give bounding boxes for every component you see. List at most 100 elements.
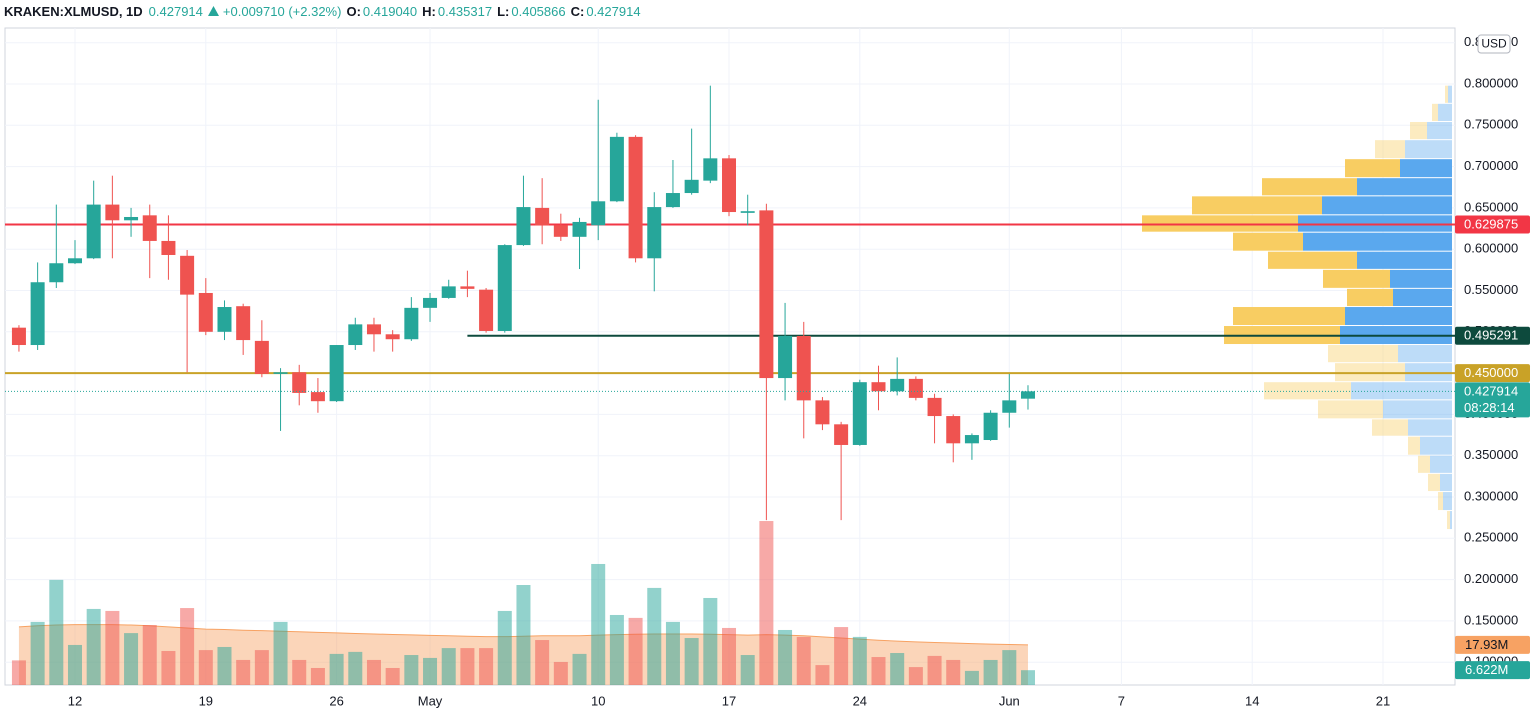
close-label: C: <box>570 3 585 19</box>
volume-bar <box>198 650 213 685</box>
profile-down-bar <box>1418 455 1430 473</box>
profile-up-bar <box>1448 85 1452 103</box>
volume-bar <box>86 608 101 685</box>
volume-bar <box>273 621 288 685</box>
volume-bar <box>497 610 512 685</box>
profile-down-bar <box>1318 400 1383 419</box>
candle-body <box>30 282 45 346</box>
x-tick-label: 14 <box>1245 693 1259 708</box>
volume-ma-badge <box>1455 635 1530 654</box>
last-price-label: 0.427914 <box>1464 383 1518 398</box>
candle-body <box>385 334 400 340</box>
profile-down-bar <box>1345 159 1400 178</box>
volume-bar <box>404 655 419 685</box>
volume-bar <box>890 653 905 685</box>
volume-bar <box>665 621 680 685</box>
candle-body <box>759 210 774 379</box>
candle-body <box>553 225 568 237</box>
change: +0.009710 (+2.32%) <box>222 3 342 19</box>
candle-body <box>11 327 26 346</box>
profile-down-bar <box>1323 269 1390 288</box>
volume-ma-label: 17.93M <box>1465 637 1508 652</box>
y-tick-label: 0.750000 <box>1464 117 1518 132</box>
candle-body <box>964 435 979 444</box>
y-tick-label: 0.200000 <box>1464 571 1518 586</box>
y-tick-label: 0.700000 <box>1464 158 1518 173</box>
candle-body <box>142 215 157 241</box>
volume-bar <box>180 608 195 685</box>
candle-body <box>441 286 456 298</box>
candle-body <box>180 255 195 295</box>
x-tick-label: 10 <box>591 693 605 708</box>
volume-bar <box>722 627 737 685</box>
candle-body <box>105 204 120 221</box>
volume-bar <box>1002 650 1017 685</box>
price-level-badge <box>1455 215 1530 234</box>
volume-bar <box>983 659 998 685</box>
volume-bar <box>647 587 662 685</box>
candle-body <box>516 207 531 246</box>
x-tick-label: 19 <box>199 693 213 708</box>
candle-body <box>983 412 998 441</box>
candle-body <box>497 245 512 331</box>
profile-up-bar <box>1322 196 1452 215</box>
volume-bar <box>759 521 774 685</box>
volume-bar <box>310 667 325 685</box>
candle-body <box>703 158 718 181</box>
profile-up-bar <box>1383 400 1452 419</box>
profile-down-bar <box>1428 473 1440 492</box>
volume-bar <box>348 651 363 685</box>
volume-bar <box>908 667 923 685</box>
profile-up-bar <box>1357 178 1452 196</box>
profile-up-bar <box>1303 232 1452 251</box>
profile-down-bar <box>1192 196 1322 215</box>
low-value: 0.405866 <box>511 3 566 19</box>
open-label: O: <box>346 3 361 19</box>
volume-bar <box>460 648 475 685</box>
volume-bar <box>553 661 568 685</box>
x-tick-label: 17 <box>722 693 736 708</box>
y-tick-label: 0.350000 <box>1464 447 1518 462</box>
volume-bar <box>871 657 886 685</box>
plot <box>5 28 1455 685</box>
y-tick-label: 0.650000 <box>1464 199 1518 214</box>
profile-up-bar <box>1398 345 1452 363</box>
x-tick-label: May <box>418 693 443 708</box>
x-tick-label: 12 <box>68 693 82 708</box>
usd-badge <box>1477 34 1511 54</box>
profile-down-bar <box>1375 140 1405 159</box>
profile-down-bar <box>1410 121 1427 140</box>
candle-body <box>124 216 139 221</box>
y-tick-label: 0.600000 <box>1464 241 1518 256</box>
symbol: KRAKEN:XLMUSD, 1D <box>4 3 143 19</box>
candle-body <box>740 211 755 213</box>
up-arrow-icon <box>207 6 219 16</box>
candle-body <box>927 397 942 417</box>
y-tick-label: 0.550000 <box>1464 282 1518 297</box>
candle-body <box>852 382 867 445</box>
candle-body <box>778 335 793 379</box>
volume-bar <box>927 655 942 685</box>
low-label: L: <box>497 3 510 19</box>
volume-bar <box>423 657 438 685</box>
profile-down-bar <box>1233 232 1303 251</box>
volume-bar <box>217 646 232 685</box>
profile-down-bar <box>1432 103 1438 121</box>
profile-down-bar <box>1268 251 1357 269</box>
volume-bar <box>479 648 494 685</box>
volume-bar <box>441 648 456 685</box>
candle-body <box>722 158 737 213</box>
profile-up-bar <box>1427 121 1452 140</box>
volume-badge <box>1455 661 1530 680</box>
high-value: 0.435317 <box>437 3 493 19</box>
volume-bar <box>778 629 793 685</box>
candle-body <box>1002 400 1017 413</box>
profile-up-bar <box>1393 288 1452 307</box>
profile-down-bar <box>1445 85 1448 103</box>
volume-bar <box>964 670 979 685</box>
profile-up-bar <box>1357 251 1452 269</box>
profile-down-bar <box>1142 215 1298 232</box>
volume-bar <box>385 667 400 685</box>
volume-bar <box>329 653 344 685</box>
